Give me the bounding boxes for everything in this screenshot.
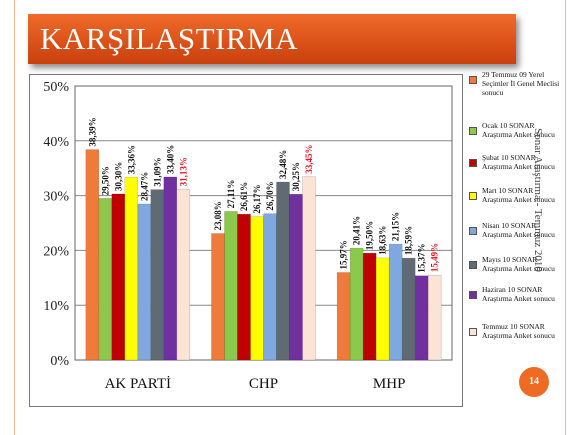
data-label: 18,59% xyxy=(404,226,414,255)
bar xyxy=(137,203,152,361)
bar xyxy=(375,257,390,361)
title-banner: KARŞILAŞTIRMA xyxy=(28,14,516,64)
data-label: 19,50% xyxy=(365,221,375,250)
bar xyxy=(349,247,364,361)
bar xyxy=(336,272,351,361)
data-label: 15,37% xyxy=(417,244,427,273)
data-label: 38,39% xyxy=(87,117,97,146)
bar xyxy=(289,193,303,361)
chart-area: 0% 10% 20% 30% 40% 50% 38,39% 29,50% 30,30% 33,36… xyxy=(29,74,463,407)
y-tick-label: 10% xyxy=(43,299,69,314)
legend-label: Şubat 10 SONAR Araştırma Anket sonucu xyxy=(482,153,555,171)
data-label: 27,11% xyxy=(226,180,236,209)
legend-swatch xyxy=(469,76,477,84)
data-label: 15,97% xyxy=(339,240,349,269)
data-label: 26,61% xyxy=(239,182,249,211)
bar xyxy=(250,216,264,361)
legend-label: Ocak 10 SONAR Araştırma Anket sonucu xyxy=(482,121,555,139)
data-label: 15,49% xyxy=(430,243,440,272)
x-tick-label: CHP xyxy=(249,376,278,392)
data-label: 21,15% xyxy=(391,212,401,241)
data-label: 33,45% xyxy=(304,144,314,173)
slide-title: KARŞILAŞTIRMA xyxy=(40,21,298,56)
bar xyxy=(388,243,403,361)
data-label: 18,63% xyxy=(378,226,388,255)
slide-frame-right xyxy=(565,0,566,435)
y-tick-label: 30% xyxy=(43,190,69,205)
data-label: 33,36% xyxy=(126,145,136,174)
y-tick-label: 50% xyxy=(43,80,69,95)
bar xyxy=(224,211,238,361)
bar xyxy=(85,149,100,361)
data-label: 32,48% xyxy=(278,150,288,179)
legend-swatch xyxy=(469,328,477,336)
legend-swatch xyxy=(469,127,477,135)
bar xyxy=(414,275,429,361)
bar xyxy=(276,181,290,361)
data-label: 31,13% xyxy=(178,157,188,186)
bar xyxy=(401,257,416,361)
y-tick-label: 0% xyxy=(50,354,69,369)
legend-label: Haziran 10 SONAR Araştırma Anket sonucu xyxy=(482,285,555,303)
data-label: 23,08% xyxy=(213,201,223,230)
x-tick-label: AK PARTİ xyxy=(105,376,171,392)
legend-label: Nisan 10 SONAR Araştırma Anket sonucu xyxy=(482,221,555,239)
bar xyxy=(176,189,191,361)
bar xyxy=(111,193,126,361)
data-label: 30,30% xyxy=(113,162,123,191)
bar xyxy=(124,176,139,361)
legend-label: Mart 10 SONAR Araştırma Anket sonucu xyxy=(482,186,555,204)
data-label: 29,50% xyxy=(100,166,110,195)
x-tick-label: MHP xyxy=(373,376,406,392)
data-label: 20,41% xyxy=(352,216,362,245)
legend-label: Mayıs 10 SONAR Araştırma Anket sonucu xyxy=(482,255,555,273)
bar-chart: 0% 10% 20% 30% 40% 50% 38,39% 29,50% 30,30%33,36… xyxy=(43,80,453,392)
data-label: 26,17% xyxy=(252,184,262,213)
legend-swatch xyxy=(469,227,477,235)
legend-label: 29 Temmuz 09 Yerel Seçimler İl Genel Mec… xyxy=(482,70,560,97)
legend-swatch xyxy=(469,159,477,167)
bar xyxy=(163,176,178,361)
bar xyxy=(98,198,113,361)
bar xyxy=(263,213,277,361)
legend-swatch xyxy=(469,192,477,200)
bar xyxy=(302,176,316,361)
page-number-badge: 14 xyxy=(519,367,549,397)
data-label: 31,09% xyxy=(152,157,162,186)
bar xyxy=(211,233,225,361)
side-caption: Sonar Araştırma - Temmuz 2010 xyxy=(532,128,544,272)
data-label: 26,70% xyxy=(265,181,275,210)
y-tick-label: 20% xyxy=(43,244,69,259)
legend-label: Temmuz 10 SONAR Araştırma Anket sonucu xyxy=(482,322,555,340)
bar xyxy=(427,274,442,361)
bar xyxy=(150,189,165,361)
bar xyxy=(237,213,251,361)
bar xyxy=(362,252,377,361)
y-tick-label: 40% xyxy=(43,135,69,150)
legend-swatch xyxy=(469,261,477,269)
legend-swatch xyxy=(469,291,477,299)
slide-frame-left xyxy=(14,0,15,435)
data-label: 30,25% xyxy=(291,162,301,191)
data-label: 28,47% xyxy=(139,172,149,201)
data-label: 33,40% xyxy=(165,145,175,174)
